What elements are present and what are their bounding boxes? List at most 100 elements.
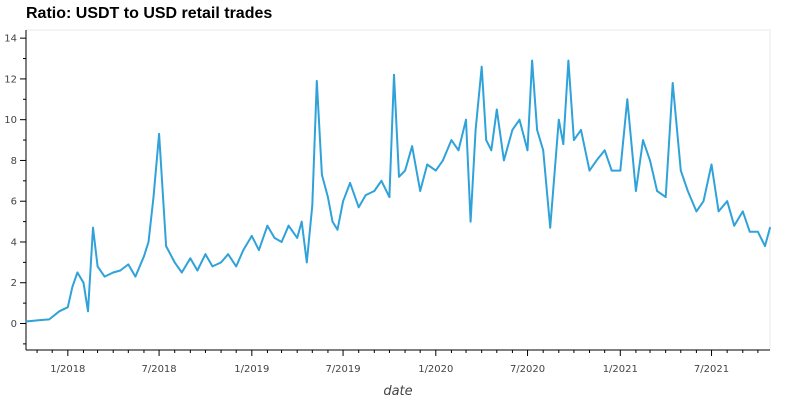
data-point	[36, 319, 38, 322]
chart-title: Ratio: USDT to USD retail trades	[26, 5, 273, 22]
data-point	[664, 196, 667, 199]
data-point	[211, 265, 214, 268]
data-point	[419, 190, 422, 192]
data-point	[404, 169, 406, 172]
data-point	[331, 220, 334, 223]
data-point	[82, 281, 85, 284]
y-axis: 0 2 4 6 8 10 12 14	[4, 30, 27, 350]
data-point	[296, 237, 299, 239]
data-point	[757, 230, 759, 233]
data-point	[695, 210, 698, 213]
y-tick-label-6: 12	[4, 74, 17, 85]
data-point	[769, 226, 771, 229]
data-point	[143, 255, 145, 258]
data-point	[336, 228, 339, 231]
data-point	[702, 200, 705, 203]
y-tick-label-5: 10	[4, 115, 17, 126]
data-point	[619, 169, 622, 172]
data-point	[411, 145, 413, 148]
data-point	[549, 226, 552, 229]
data-point	[364, 194, 367, 197]
data-point	[103, 275, 106, 278]
data-point	[258, 249, 260, 252]
data-point	[196, 269, 199, 272]
data-point	[25, 320, 27, 323]
y-tick-label-2: 4	[11, 237, 17, 248]
data-point	[287, 224, 290, 227]
data-point	[112, 271, 115, 274]
data-point	[380, 179, 383, 182]
data-point	[280, 241, 283, 243]
data-point	[127, 263, 130, 266]
data-point	[92, 226, 94, 229]
data-point	[542, 149, 545, 152]
data-point	[741, 210, 744, 213]
y-tick-label-7: 14	[4, 34, 17, 45]
data-point	[58, 310, 61, 313]
data-point	[531, 59, 533, 62]
data-point	[173, 261, 176, 264]
data-point	[635, 190, 637, 192]
data-point	[511, 129, 514, 131]
data-point	[495, 108, 498, 111]
data-point	[96, 265, 99, 268]
data-point	[480, 65, 483, 68]
series-line-0	[25, 59, 771, 323]
data-point	[235, 265, 238, 268]
data-point	[503, 159, 505, 162]
data-point	[469, 220, 472, 223]
data-point	[490, 149, 493, 152]
data-point	[748, 230, 751, 233]
data-point	[227, 253, 230, 256]
data-point	[119, 269, 122, 272]
data-point	[266, 224, 269, 227]
data-point	[327, 196, 329, 199]
data-point	[679, 169, 682, 172]
y-tick-label-1: 2	[11, 278, 17, 289]
data-point	[342, 200, 344, 203]
data-point	[220, 261, 223, 264]
data-point	[76, 271, 79, 274]
data-point	[717, 210, 720, 213]
data-point	[485, 139, 488, 142]
data-point	[465, 118, 467, 121]
data-point	[204, 253, 207, 256]
data-point	[165, 245, 168, 248]
data-point	[726, 200, 729, 203]
x-axis: 1/2018 7/2018 1/2019 7/2019 1/2020 7/2020 1/20…	[26, 349, 770, 375]
data-point	[305, 261, 308, 264]
data-point	[147, 241, 150, 243]
x-axis-title: date	[383, 384, 412, 399]
x-tick-label-4: 1/2020	[418, 364, 453, 375]
data-point	[71, 285, 74, 288]
x-tick-label-0: 1/2018	[50, 364, 85, 375]
y-tick-label-4: 8	[11, 156, 17, 167]
data-point	[393, 73, 395, 76]
data-point	[442, 159, 444, 162]
data-point	[426, 163, 429, 166]
data-point	[656, 190, 658, 192]
data-point	[388, 196, 391, 199]
data-point	[189, 257, 192, 260]
data-point	[557, 118, 560, 121]
data-point	[580, 129, 582, 131]
data-point	[457, 149, 460, 152]
data-point	[315, 80, 318, 82]
data-point	[573, 139, 575, 142]
data-point	[373, 190, 376, 192]
data-point	[642, 139, 644, 142]
x-tick-label-6: 1/2021	[603, 364, 638, 375]
data-point	[567, 59, 570, 62]
data-point	[518, 118, 521, 121]
data-point	[686, 190, 689, 192]
data-point	[158, 133, 161, 135]
data-point	[152, 196, 155, 199]
data-point	[398, 175, 400, 178]
data-point	[180, 271, 183, 274]
x-tick-label-5: 7/2020	[510, 364, 545, 375]
data-point	[357, 206, 360, 209]
data-point	[626, 98, 629, 101]
plot-area	[25, 59, 771, 323]
plot-frame	[25, 29, 771, 351]
data-point	[349, 182, 351, 184]
